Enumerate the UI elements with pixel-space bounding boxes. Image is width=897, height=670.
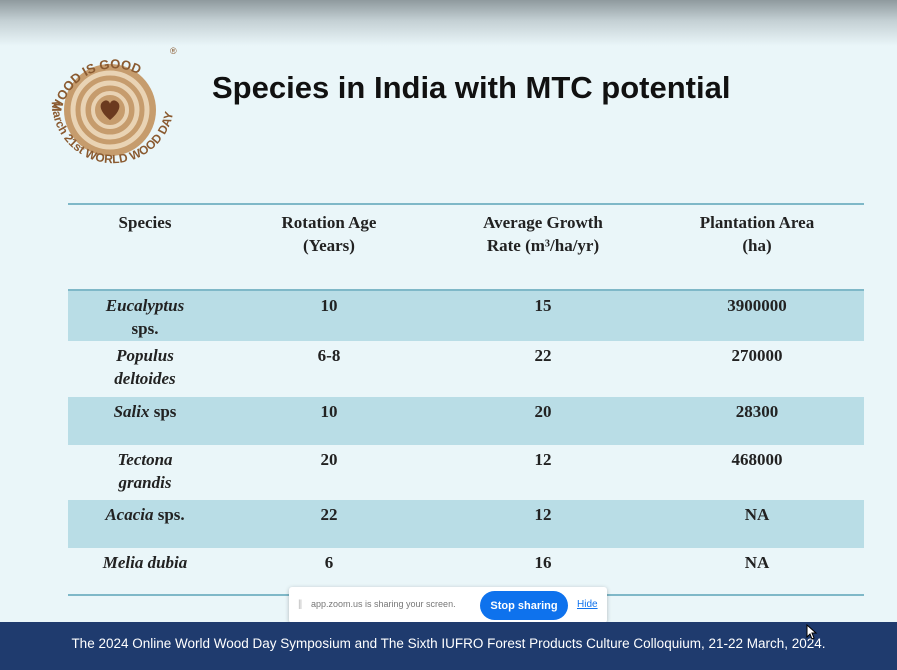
growth-rate-cell: 22 bbox=[534, 346, 552, 365]
rotation-age-cell: 22 bbox=[222, 500, 436, 548]
species-cell: Populus deltoides bbox=[114, 346, 176, 388]
hide-link[interactable]: Hide bbox=[577, 599, 598, 610]
rotation-age-cell: 20 bbox=[320, 450, 338, 469]
plantation-area-cell: NA bbox=[744, 553, 770, 572]
table-row: Eucalyptus sps. 10 15 3900000 bbox=[68, 291, 864, 341]
table-header-row: Species Rotation Age (Years) Average Grow… bbox=[68, 205, 864, 289]
plantation-area-cell: 468000 bbox=[731, 450, 783, 469]
table-row: Acacia sps. 22 12 NA bbox=[68, 500, 864, 548]
drag-grip-icon[interactable]: || bbox=[298, 599, 302, 610]
sharing-message: app.zoom.us is sharing your screen. bbox=[311, 599, 456, 609]
rotation-age-cell: 6 bbox=[324, 553, 334, 572]
screen-share-bar: || app.zoom.us is sharing your screen. S… bbox=[289, 587, 607, 623]
species-cell: Melia dubia bbox=[102, 553, 188, 572]
rotation-age-cell: 10 bbox=[222, 397, 436, 445]
presentation-slide: WOOD IS GOOD ® March 21st WORLD WOOD DAY… bbox=[49, 46, 864, 596]
species-cell: Eucalyptus sps. bbox=[68, 291, 222, 341]
footer-banner: The 2024 Online World Wood Day Symposium… bbox=[0, 622, 897, 670]
species-cell: Tectona grandis bbox=[117, 450, 173, 492]
window-top-fade bbox=[0, 0, 897, 46]
growth-rate-cell: 16 bbox=[534, 553, 552, 572]
growth-rate-cell: 20 bbox=[436, 397, 650, 445]
mouse-cursor-icon bbox=[806, 624, 818, 640]
registered-mark: ® bbox=[170, 46, 177, 56]
header-plantation-area: Plantation Area (ha) bbox=[699, 213, 815, 255]
table-row: Tectona grandis 20 12 468000 bbox=[68, 445, 864, 500]
slide-title: Species in India with MTC potential bbox=[212, 70, 731, 105]
header-rotation-age: Rotation Age (Years) bbox=[281, 213, 377, 255]
table-row: Melia dubia 6 16 NA bbox=[68, 548, 864, 594]
header-growth-rate: Average Growth Rate (m³/ha/yr) bbox=[483, 213, 603, 255]
rotation-age-cell: 6-8 bbox=[317, 346, 341, 365]
plantation-area-cell: 28300 bbox=[650, 397, 864, 445]
plantation-area-cell: NA bbox=[650, 500, 864, 548]
growth-rate-cell: 15 bbox=[436, 291, 650, 341]
table-row: Populus deltoides 6-8 22 270000 bbox=[68, 341, 864, 397]
plantation-area-cell: 3900000 bbox=[650, 291, 864, 341]
table-top-rule bbox=[68, 203, 864, 205]
header-species: Species bbox=[118, 213, 172, 232]
world-wood-day-logo: WOOD IS GOOD ® March 21st WORLD WOOD DAY bbox=[49, 46, 177, 166]
table-header-rule bbox=[68, 289, 864, 291]
stop-sharing-button[interactable]: Stop sharing bbox=[480, 591, 568, 620]
plantation-area-cell: 270000 bbox=[731, 346, 783, 365]
species-cell: Acacia sps. bbox=[68, 500, 222, 548]
footer-text: The 2024 Online World Wood Day Symposium… bbox=[71, 636, 826, 651]
table-row: Salix sps 10 20 28300 bbox=[68, 397, 864, 445]
species-cell: Salix sps bbox=[68, 397, 222, 445]
rotation-age-cell: 10 bbox=[222, 291, 436, 341]
growth-rate-cell: 12 bbox=[534, 450, 552, 469]
growth-rate-cell: 12 bbox=[436, 500, 650, 548]
species-table: Species Rotation Age (Years) Average Grow… bbox=[68, 203, 864, 596]
